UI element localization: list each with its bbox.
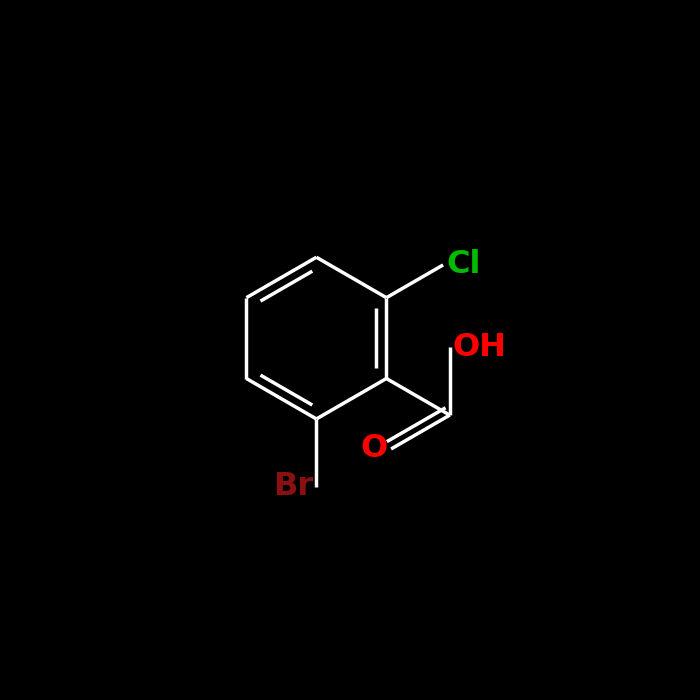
Text: O: O bbox=[360, 433, 388, 465]
Text: OH: OH bbox=[453, 332, 507, 363]
Text: Br: Br bbox=[273, 471, 314, 502]
Text: Cl: Cl bbox=[446, 249, 481, 281]
